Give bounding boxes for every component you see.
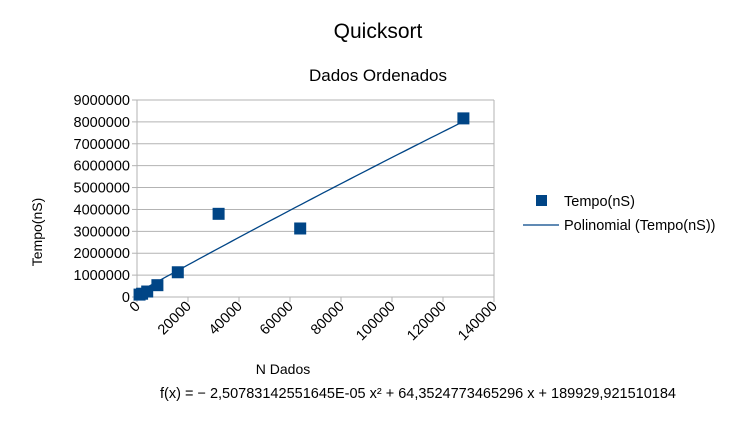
x-tick-label: 100000: [353, 299, 399, 345]
chart-title: Quicksort: [333, 20, 423, 43]
legend-label-trendline: Polinomial (Tempo(nS)): [564, 218, 716, 234]
chart-subtitle: Dados Ordenados: [309, 66, 447, 85]
y-tick-label: 1000000: [74, 268, 130, 284]
trendline-equation: f(x) = − 2,50783142551645E-05 x² + 64,35…: [160, 386, 676, 402]
data-point: [151, 279, 164, 292]
x-tick-label: 0: [127, 299, 144, 316]
data-points: [133, 112, 470, 301]
x-axis-label: N Dados: [256, 361, 310, 377]
legend-label-tempo: Tempo(nS): [564, 194, 635, 210]
x-tick-label: 140000: [455, 299, 501, 345]
legend-marker-tempo: [536, 195, 547, 206]
data-point: [141, 285, 154, 298]
legend: Tempo(nS) Polinomial (Tempo(nS)): [523, 194, 716, 234]
y-tick-label: 7000000: [74, 137, 130, 153]
grid-lines: [137, 99, 494, 276]
data-point: [171, 266, 184, 279]
data-point: [294, 222, 307, 235]
x-tick-label: 120000: [404, 299, 450, 345]
x-tick-label: 20000: [155, 299, 195, 339]
y-tick-label: 2000000: [74, 246, 130, 262]
trendline: [139, 120, 464, 292]
x-tick-label: 40000: [206, 299, 246, 339]
y-tick-label: 6000000: [74, 159, 130, 175]
y-tick-label: 5000000: [74, 181, 130, 197]
axes: [132, 99, 495, 302]
trendline-group: [139, 120, 464, 292]
y-tick-label: 3000000: [74, 224, 130, 240]
y-axis-label: Tempo(nS): [29, 198, 45, 266]
y-tick-label: 0: [122, 290, 130, 306]
y-tick-label: 8000000: [74, 115, 130, 131]
x-tick-label: 60000: [257, 299, 297, 339]
x-tick-label: 80000: [308, 299, 348, 339]
data-point: [457, 112, 470, 125]
y-tick-labels: 0 1000000 2000000 3000000 4000000 5000000 6000…: [74, 93, 130, 306]
y-tick-label: 4000000: [74, 202, 130, 218]
x-tick-labels: 0 20000 40000 60000 80000 100000 120000 140000: [127, 299, 501, 345]
y-tick-label: 9000000: [74, 93, 130, 109]
data-point: [212, 207, 225, 220]
